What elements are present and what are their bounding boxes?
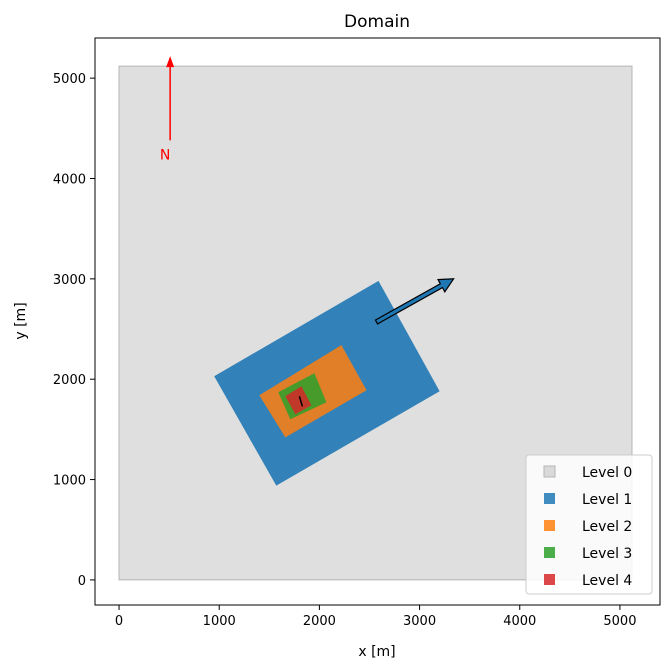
north-arrow-head	[166, 56, 175, 68]
y-tick-label: 2000	[53, 373, 86, 388]
legend-swatch	[544, 547, 555, 558]
chart-title: Domain	[344, 12, 410, 32]
x-tick-label: 1000	[203, 614, 236, 629]
legend-label: Level 0	[582, 465, 632, 481]
x-tick-label: 2000	[303, 614, 336, 629]
y-tick-label: 3000	[53, 273, 86, 288]
legend-swatch	[544, 493, 555, 504]
legend-label: Level 1	[582, 492, 632, 508]
y-tick-label: 1000	[53, 474, 86, 489]
y-tick-label: 4000	[53, 172, 86, 187]
legend-swatch	[544, 520, 555, 531]
x-tick-label: 3000	[403, 614, 436, 629]
axis-ticks: 0 1000 2000 3000 4000 5000 0 1000 2000 3000 4000 50…	[53, 72, 637, 629]
plot-area: N	[118, 56, 633, 581]
x-axis-label: x [m]	[358, 644, 395, 660]
legend-swatch	[544, 574, 555, 585]
wind-direction-arrow	[374, 278, 455, 325]
x-tick-label: 0	[115, 614, 123, 629]
north-label: N	[160, 147, 170, 163]
y-tick-label: 5000	[53, 72, 86, 87]
legend-box	[525, 454, 653, 595]
y-axis-label: y [m]	[13, 302, 29, 339]
x-tick-label: 4000	[503, 614, 536, 629]
legend-label: Level 3	[582, 546, 632, 562]
level-4-domain	[285, 386, 312, 415]
legend-label: Level 4	[582, 573, 632, 589]
y-tick-label: 0	[78, 574, 86, 589]
legend-swatch	[543, 465, 556, 478]
x-tick-label: 5000	[603, 614, 636, 629]
legend-label: Level 2	[582, 519, 632, 535]
plot-frame	[94, 37, 661, 606]
legend: Level 0 Level 1 Level 2 Level 3 Level 4	[525, 454, 653, 595]
center-marker	[298, 396, 304, 407]
